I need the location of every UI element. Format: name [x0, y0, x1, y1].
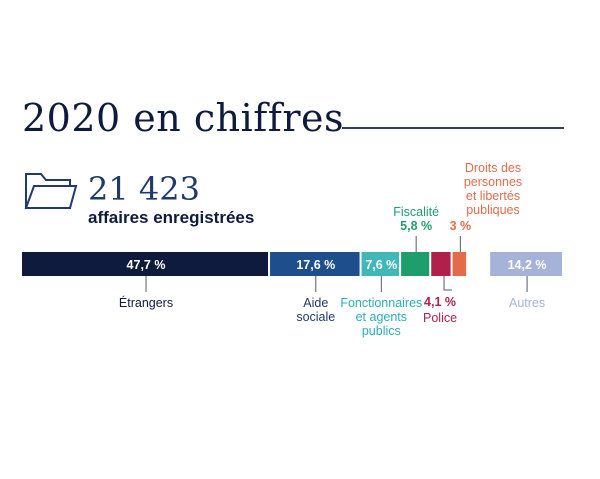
page-title: 2020 en chiffres	[22, 96, 345, 140]
bar-segment	[22, 252, 269, 276]
leader-line	[443, 276, 453, 291]
bar-segment	[401, 252, 430, 276]
value-label: 14,2 %	[508, 258, 547, 272]
title-rule	[342, 127, 564, 129]
value-label: 5,8 %	[400, 219, 432, 233]
category-label: et libertés	[466, 189, 520, 203]
category-label: Autres	[509, 296, 545, 310]
category-label: publiques	[466, 203, 520, 217]
category-label: et agents	[356, 310, 407, 324]
value-label: 47,7 %	[127, 258, 166, 272]
folder-icon	[24, 173, 78, 209]
category-label: Police	[423, 311, 457, 325]
bar-segment	[361, 252, 400, 276]
affairs-count-label: affaires enregistrées	[88, 208, 255, 227]
category-label: Étrangers	[119, 295, 173, 310]
bar-segment	[490, 252, 562, 276]
bar-segment	[452, 252, 467, 276]
bar-segment	[431, 252, 451, 276]
value-label: 3 %	[450, 219, 472, 233]
value-label: 7,6 %	[365, 258, 397, 272]
category-label: personnes	[464, 175, 522, 189]
value-label: 17,6 %	[296, 258, 335, 272]
category-label: sociale	[296, 310, 335, 324]
category-label: publics	[362, 324, 401, 338]
category-label: Aide	[303, 296, 328, 310]
category-label: Fonctionnaires	[340, 296, 422, 310]
bar-segment	[270, 252, 360, 276]
category-label: Fiscalité	[393, 205, 439, 219]
value-label: 4,1 %	[424, 295, 456, 309]
category-label: Droits des	[465, 161, 521, 175]
affairs-count: 21 423	[88, 170, 200, 208]
